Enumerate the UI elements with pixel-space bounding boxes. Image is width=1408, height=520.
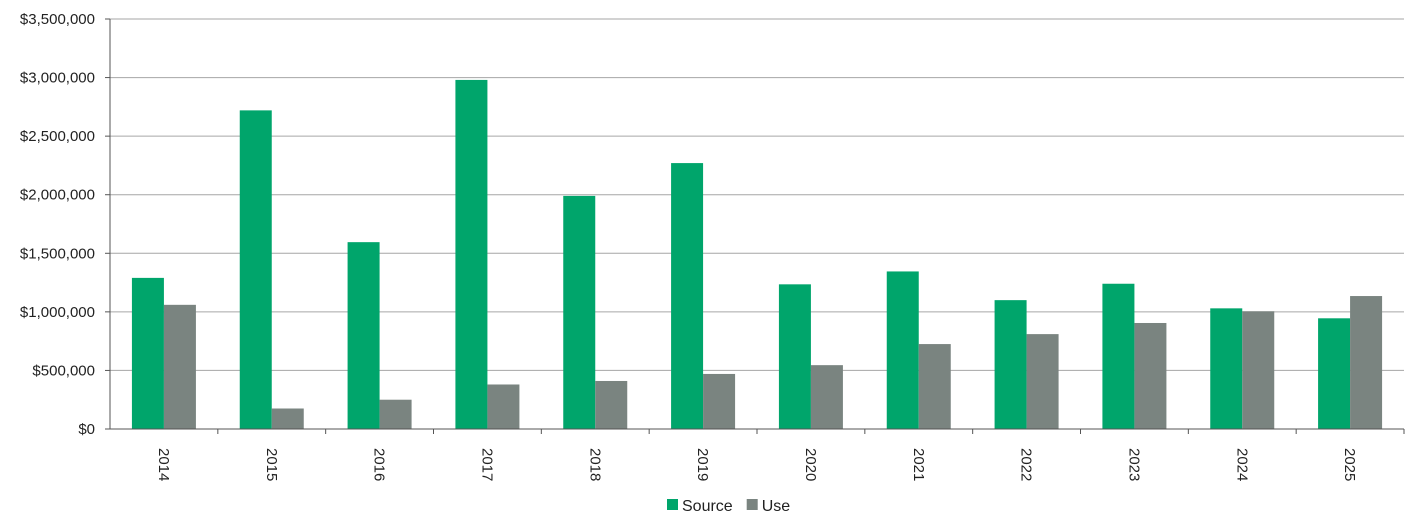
bar-use-2025 — [1350, 296, 1383, 429]
x-tick-label: 2020 — [802, 448, 819, 481]
legend-label-use: Use — [762, 498, 791, 515]
x-tick-label: 2024 — [1233, 448, 1250, 481]
legend-label-source: Source — [682, 498, 733, 515]
bar-source-2023 — [1102, 283, 1135, 429]
bar-use-2021 — [918, 344, 951, 429]
x-tick-label: 2021 — [910, 448, 927, 481]
bar-use-2014 — [163, 304, 196, 429]
bar-source-2024 — [1210, 308, 1243, 429]
bar-use-2024 — [1242, 311, 1275, 429]
bar-use-2017 — [487, 384, 520, 429]
bar-source-2016 — [347, 242, 380, 429]
y-tick-label: $500,000 — [32, 362, 95, 379]
x-tick-label: 2018 — [586, 448, 603, 481]
bar-source-2018 — [563, 195, 596, 429]
legend-swatch-use — [746, 499, 758, 510]
bar-use-2018 — [595, 380, 628, 429]
bar-source-2022 — [994, 300, 1027, 429]
x-tick-label: 2019 — [694, 448, 711, 481]
legend: Source Use — [667, 498, 790, 515]
bar-source-2021 — [886, 271, 919, 429]
bar-source-2017 — [455, 79, 488, 430]
bar-use-2015 — [271, 408, 304, 429]
bar-source-2020 — [778, 284, 811, 429]
y-tick-label: $1,500,000 — [20, 245, 95, 262]
x-tick-label: 2025 — [1341, 448, 1358, 481]
y-tick-label: $3,500,000 — [20, 11, 95, 28]
y-tick-label: $0 — [78, 421, 95, 438]
y-tick-label: $2,500,000 — [20, 128, 95, 145]
bar-use-2022 — [1026, 334, 1059, 429]
bar-use-2016 — [379, 399, 412, 429]
bar-source-2025 — [1318, 318, 1351, 429]
gridlines — [110, 18, 1404, 371]
bar-source-2019 — [671, 163, 704, 430]
x-tick-label: 2015 — [263, 448, 280, 481]
x-tick-label: 2022 — [1018, 448, 1035, 481]
y-tick-label: $3,000,000 — [20, 70, 95, 87]
legend-swatch-source — [667, 499, 678, 510]
y-tick-label: $2,000,000 — [20, 187, 95, 204]
x-tick-label: 2017 — [478, 448, 495, 481]
bar-use-2020 — [810, 365, 843, 429]
y-tick-label: $1,000,000 — [20, 304, 95, 321]
bar-source-2014 — [131, 277, 164, 429]
axes: $0 $500,000 $1,000,000 $1,500,000 $2,000,000… — [20, 11, 1405, 481]
x-tick-label: 2023 — [1125, 448, 1142, 481]
bar-use-2023 — [1134, 322, 1167, 429]
bar-use-2019 — [703, 373, 736, 429]
x-tick-label: 2016 — [371, 448, 388, 481]
bar-source-2015 — [239, 110, 272, 429]
bars — [131, 79, 1383, 430]
x-tick-label: 2014 — [155, 448, 172, 481]
